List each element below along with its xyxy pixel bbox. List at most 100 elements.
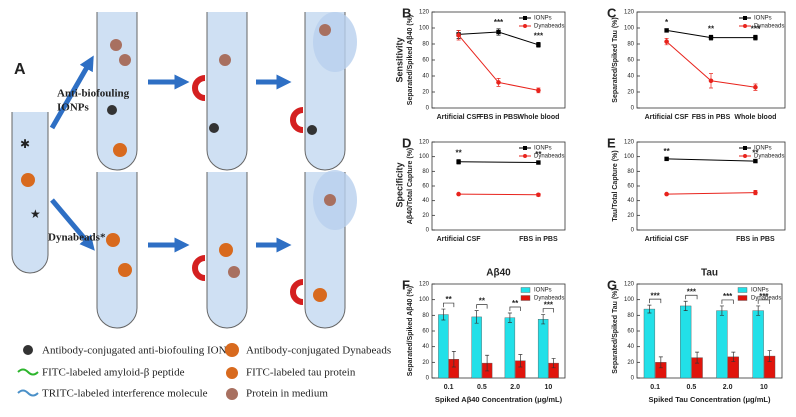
significance-bracket bbox=[509, 306, 521, 311]
y-tick-label: 60 bbox=[422, 184, 429, 190]
dynabead bbox=[118, 263, 132, 277]
y-tick-label: 100 bbox=[624, 297, 635, 303]
x-tick-label: 10 bbox=[544, 384, 552, 391]
x-axis-label: Spiked Aβ40 Concentration (μg/mL) bbox=[435, 395, 563, 404]
bar bbox=[752, 310, 764, 379]
y-tick-label: 40 bbox=[627, 198, 634, 204]
significance: * bbox=[665, 18, 669, 27]
series-line bbox=[666, 158, 756, 162]
y-tick-label: 60 bbox=[627, 184, 634, 190]
chart-title: Aβ40 bbox=[486, 268, 511, 279]
panel-label: B bbox=[402, 5, 411, 20]
x-tick-label: FBS in PBS bbox=[519, 236, 558, 243]
panel-label: D bbox=[402, 135, 411, 150]
legend-text: FITC-labeled tau protein bbox=[246, 367, 356, 379]
dynabead bbox=[106, 233, 120, 247]
significance: ** bbox=[446, 295, 453, 304]
legend-swatch bbox=[520, 287, 531, 293]
legend-label: IONPs bbox=[534, 288, 552, 294]
ionp bbox=[209, 123, 219, 133]
y-tick-label: 40 bbox=[627, 74, 634, 80]
x-tick-label: 0.1 bbox=[444, 384, 454, 391]
legend-swatch bbox=[520, 295, 531, 301]
x-tick-label: 0.1 bbox=[650, 384, 660, 391]
y-tick-label: 60 bbox=[627, 329, 634, 335]
protein bbox=[228, 266, 240, 278]
tubes bbox=[11, 12, 346, 329]
significance-bracket bbox=[542, 308, 554, 313]
bar bbox=[504, 317, 516, 379]
significance: ** bbox=[752, 149, 759, 158]
significance: *** bbox=[687, 287, 697, 296]
legend-swatch bbox=[523, 24, 527, 28]
legend-swatch bbox=[737, 287, 748, 293]
y-tick-label: 20 bbox=[627, 360, 634, 366]
y-tick-label: 100 bbox=[419, 154, 430, 160]
tube bbox=[11, 112, 49, 274]
panel-label: G bbox=[607, 277, 617, 292]
y-axis-label: Separated/Spiked Tau (%) bbox=[612, 288, 619, 373]
error-bar bbox=[551, 358, 556, 369]
diagram: A ✱ bbox=[11, 12, 391, 400]
legend-text: Protein in medium bbox=[246, 388, 328, 400]
series-line bbox=[666, 192, 756, 195]
legend-swatch bbox=[523, 16, 527, 20]
y-tick-label: 60 bbox=[422, 329, 429, 335]
significance: *** bbox=[544, 301, 554, 310]
error-bar bbox=[536, 192, 541, 197]
y-tick-label: 0 bbox=[631, 106, 635, 112]
error-bar bbox=[507, 312, 512, 323]
legend-swatch bbox=[523, 154, 527, 158]
y-tick-label: 0 bbox=[426, 106, 430, 112]
bar bbox=[716, 310, 728, 379]
interference-mark: ★ bbox=[30, 207, 41, 221]
y-tick-label: 0 bbox=[631, 376, 635, 382]
error-bar bbox=[753, 159, 758, 163]
error-bar bbox=[518, 354, 523, 368]
dynabead bbox=[219, 243, 233, 257]
y-axis-label: Separated/Spiked Aβ40 (%) bbox=[407, 286, 414, 376]
error-bar bbox=[541, 314, 546, 325]
error-bar bbox=[664, 38, 669, 46]
particles: ✱ ★ bbox=[20, 24, 336, 302]
y-tick-label: 60 bbox=[422, 58, 429, 64]
y-tick-label: 120 bbox=[419, 10, 430, 16]
x-tick-label: 10 bbox=[760, 384, 768, 391]
legend-label: IONPs bbox=[534, 16, 552, 22]
error-bar bbox=[753, 34, 758, 41]
error-bar bbox=[536, 87, 541, 94]
ionp bbox=[307, 125, 317, 135]
legend-label: Dynabeads bbox=[754, 24, 784, 30]
legend-swatch bbox=[737, 295, 748, 301]
legend-icon bbox=[17, 368, 39, 376]
y-tick-label: 80 bbox=[627, 42, 634, 48]
magnet bbox=[192, 75, 206, 101]
supernatant bbox=[313, 12, 357, 72]
y-tick-label: 80 bbox=[422, 313, 429, 319]
y-tick-label: 80 bbox=[627, 169, 634, 175]
error-bar bbox=[485, 354, 490, 372]
dynabead bbox=[313, 288, 327, 302]
x-tick-label: 0.5 bbox=[477, 384, 487, 391]
y-axis-label: Aβ40/Total Capture (%) bbox=[407, 148, 414, 224]
significance: *** bbox=[723, 292, 733, 301]
y-tick-label: 120 bbox=[624, 140, 635, 146]
error-bar bbox=[658, 356, 663, 369]
legend-label: IONPs bbox=[751, 288, 769, 294]
y-tick-label: 20 bbox=[422, 213, 429, 219]
panel-label: E bbox=[607, 135, 616, 150]
y-tick-label: 60 bbox=[627, 58, 634, 64]
y-tick-label: 20 bbox=[422, 90, 429, 96]
y-tick-label: 100 bbox=[419, 26, 430, 32]
legend-label: Dynabeads bbox=[534, 296, 564, 302]
x-tick-label: FBS in PBS bbox=[479, 114, 518, 121]
significance: *** bbox=[534, 32, 544, 41]
legend-icon bbox=[225, 343, 239, 357]
x-tick-label: Artificial CSF bbox=[645, 236, 690, 243]
y-tick-label: 20 bbox=[627, 90, 634, 96]
legend-text: FITC-labeled amyloid-β peptide bbox=[42, 367, 185, 379]
arrow bbox=[49, 55, 94, 130]
y-tick-label: 0 bbox=[426, 376, 430, 382]
error-bar bbox=[456, 30, 461, 41]
magnet bbox=[290, 279, 304, 305]
